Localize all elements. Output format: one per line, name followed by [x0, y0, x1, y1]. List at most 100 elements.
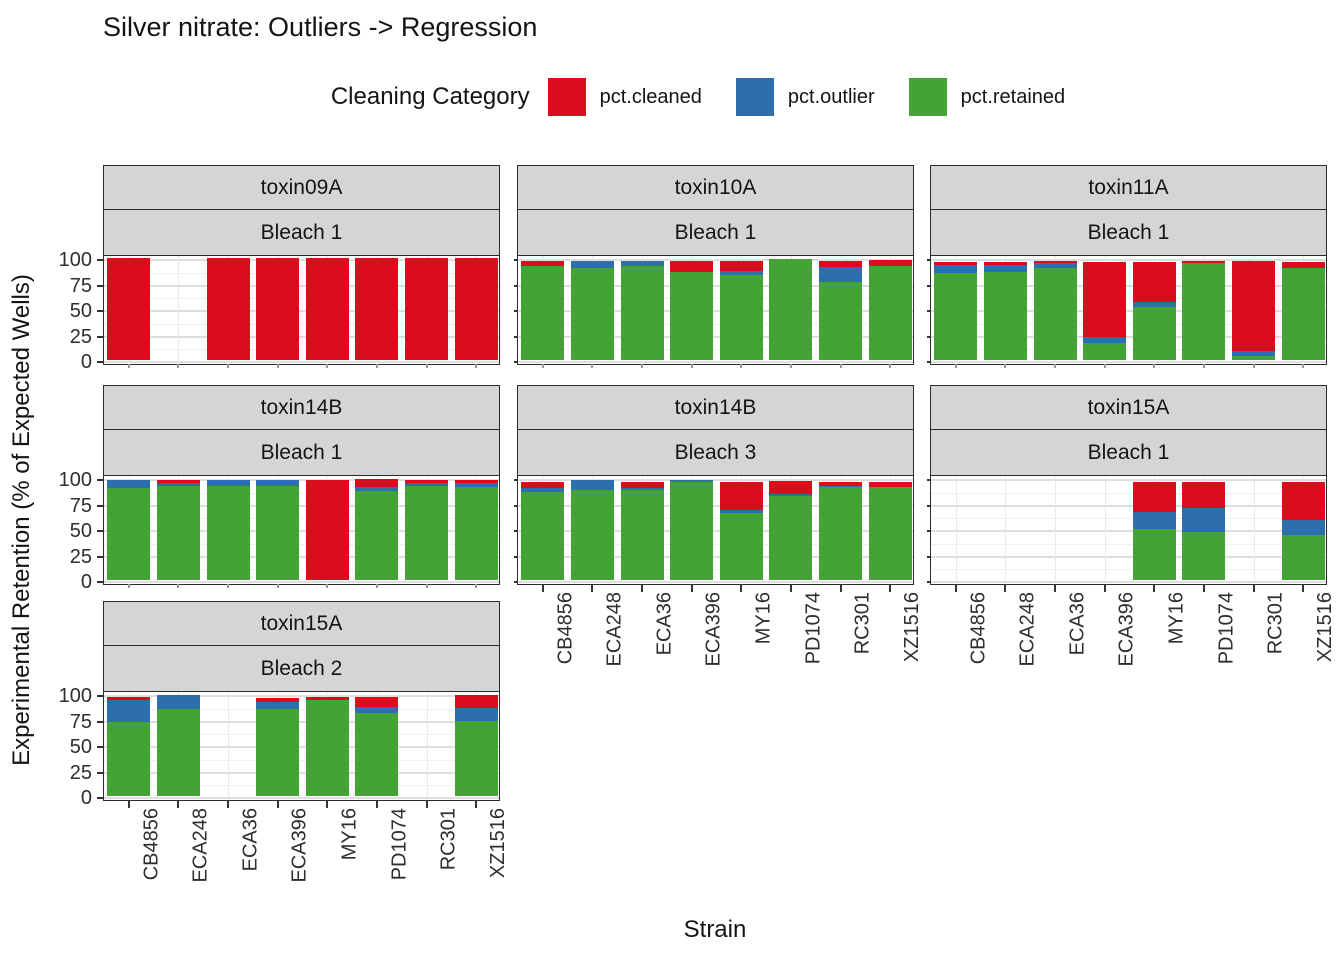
bar-segment-pct.cleaned [819, 482, 863, 487]
bar-segment-pct.retained [1132, 529, 1176, 580]
x-tick-label: ECA396 [253, 802, 311, 898]
y-tick-mark [514, 479, 518, 481]
x-tick-mark [740, 364, 743, 369]
x-tick-label-text: XZ1516 [1314, 592, 1337, 663]
x-tick-mark [177, 584, 180, 589]
bar-segment-pct.cleaned [256, 698, 300, 703]
y-tick-mark [97, 797, 104, 799]
facet-panel: 0 25 50 75 100 [59, 469, 500, 593]
x-tick-mark [789, 364, 792, 369]
bar-segment-pct.outlier [206, 480, 250, 487]
x-tick-mark [1202, 584, 1205, 593]
bar-segment-pct.outlier [256, 702, 300, 710]
y-tick-mark [514, 259, 518, 261]
bar-segment-pct.retained [256, 486, 300, 580]
gridline-major [104, 720, 499, 723]
gridline-minor [931, 298, 1326, 300]
y-tick-label: 50 [69, 300, 92, 322]
y-tick-mark [514, 555, 518, 558]
bar-segment-pct.retained [355, 713, 399, 796]
x-tick-label-text: XZ1516 [487, 808, 510, 879]
x-axis-title: Strain [683, 916, 747, 943]
bar-segment-pct.outlier [769, 494, 813, 497]
x-tick-mark [541, 584, 544, 593]
gridline-minor [104, 492, 499, 494]
bar-segment-pct.outlier [934, 265, 978, 274]
x-tick-label: CB4856 [104, 802, 162, 898]
bar-segment-pct.cleaned [454, 480, 498, 484]
x-tick-mark [1252, 584, 1255, 593]
x-tick-mark [177, 364, 180, 369]
bar-segment-pct.outlier [620, 488, 664, 491]
gridline-minor [104, 298, 499, 300]
gridline-major [518, 530, 913, 532]
y-tick-mark [514, 530, 518, 532]
gridline-minor [518, 569, 913, 571]
bar-segment-pct.outlier [670, 480, 714, 483]
legend: Cleaning Category pct.cleaned pct.outlier… [0, 74, 1344, 120]
gridline-minor [931, 569, 1326, 571]
y-tick-mark [514, 581, 518, 583]
facet-strip-toxin: toxin11A [930, 165, 1327, 210]
bar-segment-pct.cleaned [454, 695, 498, 709]
gridline-major [104, 771, 499, 774]
x-tick-label: ECA36 [617, 586, 675, 682]
bar-segment-pct.cleaned [107, 697, 151, 701]
x-tick-mark [1302, 584, 1305, 593]
y-tick-mark [97, 771, 104, 774]
gridline-major [931, 581, 1326, 583]
y-tick-mark [514, 310, 518, 312]
facet-panel: CB4856 ECA248 ECA36 ECA396 MY16 PD1074 RC301 XZ… [514, 475, 923, 667]
bar-segment-pct.cleaned [1232, 261, 1276, 351]
bar-segment-pct.cleaned [769, 481, 813, 495]
bar-segment-pct.retained [719, 275, 763, 360]
x-tick-mark [127, 364, 130, 369]
gridline-major [518, 555, 913, 558]
x-tick-mark [227, 584, 230, 589]
bar-segment-pct.retained [256, 709, 300, 796]
facet-strip-bleach: Bleach 3 [517, 429, 914, 476]
x-tick-label: ECA396 [667, 586, 725, 682]
gridline-major [104, 797, 499, 799]
gridline-minor [931, 349, 1326, 351]
x-tick-label: MY16 [717, 586, 774, 682]
bar-segment-pct.cleaned [719, 261, 763, 272]
x-tick-mark [475, 364, 478, 369]
x-tick-mark [425, 364, 428, 369]
bar-segment-pct.retained [570, 268, 614, 360]
x-tick-label: ECA248 [154, 802, 211, 898]
x-tick-mark [1153, 364, 1156, 369]
bar-segment-pct.outlier [570, 261, 614, 269]
x-tick-mark [1103, 584, 1106, 593]
bar-segment-pct.retained [305, 700, 349, 796]
x-tick-mark [740, 584, 743, 593]
bar-segment-pct.retained [521, 492, 565, 580]
bar-segment-pct.retained [107, 721, 151, 796]
bar-segment-pct.retained [719, 512, 763, 580]
y-tick-label: 0 [80, 571, 92, 593]
gridline-major [104, 335, 499, 338]
x-tick-mark [425, 800, 428, 809]
bar-segment-pct.cleaned [670, 261, 714, 273]
bar-segment-pct.retained [521, 266, 565, 360]
gridline-minor [518, 323, 913, 325]
gridline-vertical [426, 692, 428, 800]
bar-segment-pct.cleaned [355, 697, 399, 708]
x-tick-mark [954, 584, 957, 593]
facet-panel: 0 25 50 75 100 CB4856 ECA248 ECA36 ECA396 MY16 PD1… [59, 685, 510, 883]
bar-segment-pct.cleaned [521, 482, 565, 489]
x-tick-mark [1202, 364, 1205, 369]
x-tick-mark [276, 584, 279, 589]
bar-segment-pct.outlier [355, 487, 399, 492]
gridline-minor [931, 492, 1326, 494]
x-tick-label: PD1074 [1179, 586, 1237, 682]
bar-segment-pct.outlier [454, 483, 498, 488]
gridline-major [518, 284, 913, 287]
x-tick-mark [127, 800, 130, 809]
gridline-minor [104, 349, 499, 351]
facet-panel [514, 255, 914, 369]
x-tick-label: XZ1516 [1278, 586, 1336, 682]
x-tick-mark [690, 364, 693, 369]
x-tick-label-text: XZ1516 [901, 592, 924, 663]
gridline-major [104, 259, 499, 261]
